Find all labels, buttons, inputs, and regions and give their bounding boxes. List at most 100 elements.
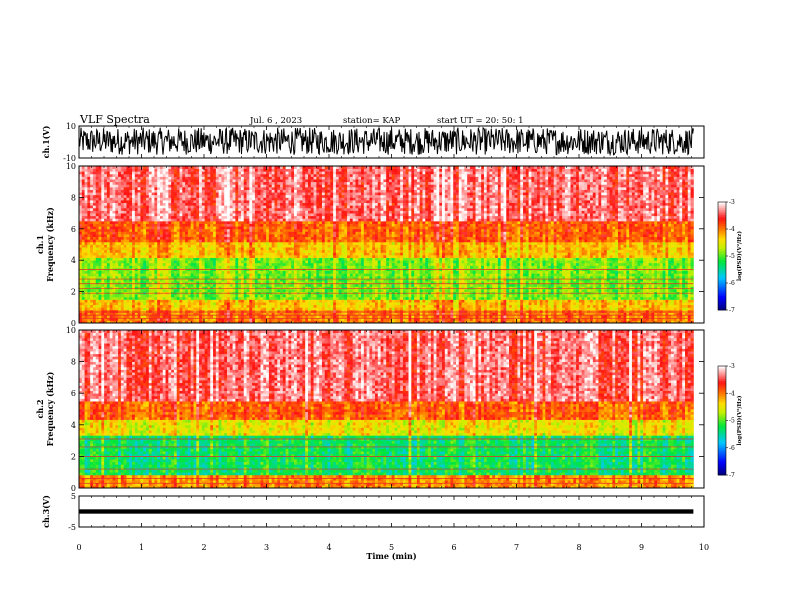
spectrogram-cell	[149, 203, 152, 206]
spectrogram-cell	[118, 286, 121, 289]
spectrogram-cell	[104, 218, 107, 221]
spectrogram-cell	[118, 210, 121, 213]
spectrogram-cell	[82, 169, 85, 172]
spectrogram-cell	[87, 197, 90, 200]
spectrogram-cell	[107, 265, 110, 268]
spectrogram-cell	[140, 169, 143, 172]
spectrogram-cell	[82, 252, 85, 255]
spectrogram-cell	[154, 182, 157, 185]
spectrogram-cell	[104, 205, 107, 208]
spectrogram-cell	[99, 200, 102, 203]
spectrogram-cell	[152, 179, 155, 182]
spectrogram-cell	[129, 260, 132, 263]
spectrogram-cell	[87, 245, 90, 248]
spectrogram-cell	[129, 203, 132, 206]
spectrogram-cell	[126, 187, 129, 190]
spectrogram-cell	[110, 169, 113, 172]
spectrogram-cell	[99, 250, 102, 253]
spectrogram-cell	[129, 271, 132, 274]
spectrogram-cell	[104, 245, 107, 248]
spectrogram-cell	[93, 203, 96, 206]
spectrogram-cell	[87, 315, 90, 318]
spectrogram-cell	[154, 299, 157, 302]
spectrogram-cell	[157, 260, 160, 263]
spectrogram-cell	[87, 216, 90, 219]
spectrogram-cell	[160, 226, 163, 229]
spectrogram-cell	[107, 271, 110, 274]
spectrogram-cell	[110, 302, 113, 305]
spectrogram-cell	[154, 294, 157, 297]
spectrogram-cell	[138, 171, 141, 174]
spectrogram-cell	[129, 200, 132, 203]
spectrogram-cell	[107, 284, 110, 287]
spectrogram-cell	[99, 286, 102, 289]
spectrogram-cell	[90, 310, 93, 313]
spectrogram-cell	[160, 273, 163, 276]
spectrogram-cell	[132, 174, 135, 177]
spectrogram-cell	[152, 237, 155, 240]
spectrogram-cell	[152, 231, 155, 234]
spectrogram-cell	[132, 218, 135, 221]
spectrogram-cell	[87, 218, 90, 221]
spectrogram-cell	[143, 200, 146, 203]
spectrogram-cell	[129, 258, 132, 261]
spectrogram-cell	[140, 182, 143, 185]
spectrogram-cell	[160, 229, 163, 232]
spectrogram-cell	[154, 247, 157, 250]
spectrogram-cell	[110, 192, 113, 195]
spectrogram-cell	[101, 289, 104, 292]
spectrogram-cell	[99, 208, 102, 211]
y-tick-label: 10	[66, 122, 76, 131]
spectrogram-cell	[163, 273, 166, 276]
spectrogram-cell	[160, 237, 163, 240]
spectrogram-cell	[140, 284, 143, 287]
spectrogram-cell	[126, 276, 129, 279]
spectrogram-cell	[149, 237, 152, 240]
spectrogram-cell	[113, 174, 116, 177]
spectrogram-cell	[87, 310, 90, 313]
spectrogram-cell	[135, 260, 138, 263]
spectrogram-cell	[143, 210, 146, 213]
spectrogram-cell	[104, 213, 107, 216]
spectrogram-cell	[152, 294, 155, 297]
spectrogram-cell	[129, 174, 132, 177]
spectrogram-cell	[110, 252, 113, 255]
spectrogram-cell	[124, 218, 127, 221]
spectrogram-cell	[146, 169, 149, 172]
spectrogram-cell	[110, 187, 113, 190]
spectrogram-cell	[160, 297, 163, 300]
spectrogram-cell	[132, 169, 135, 172]
spectrogram-cell	[82, 187, 85, 190]
spectrogram-cell	[132, 226, 135, 229]
spectrogram-cell	[90, 307, 93, 310]
spectrogram-cell	[140, 226, 143, 229]
spectrogram-cell	[85, 247, 88, 250]
spectrogram-cell	[121, 260, 124, 263]
spectrogram-cell	[154, 265, 157, 268]
spectrogram-cell	[93, 226, 96, 229]
spectrogram-cell	[110, 265, 113, 268]
spectrogram-cell	[146, 271, 149, 274]
spectrogram-cell	[124, 179, 127, 182]
spectrogram-cell	[157, 192, 160, 195]
spectrogram-cell	[99, 258, 102, 261]
spectrogram-cell	[160, 305, 163, 308]
spectrogram-cell	[129, 213, 132, 216]
spectrogram-cell	[135, 276, 138, 279]
spectrogram-cell	[93, 195, 96, 198]
spectrogram-cell	[135, 245, 138, 248]
spectrogram-cell	[96, 184, 99, 187]
spectrogram-cell	[113, 250, 116, 253]
spectrogram-cell	[157, 174, 160, 177]
spectrogram-cell	[132, 307, 135, 310]
spectrogram-cell	[110, 310, 113, 313]
spectrogram-cell	[140, 224, 143, 227]
spectrogram-cell	[82, 203, 85, 206]
spectrogram-cell	[96, 250, 99, 253]
spectrogram-cell	[101, 187, 104, 190]
spectrogram-cell	[104, 315, 107, 318]
spectrogram-cell	[135, 190, 138, 193]
spectrogram-cell	[118, 294, 121, 297]
spectrogram-cell	[154, 205, 157, 208]
spectrogram-cell	[143, 250, 146, 253]
